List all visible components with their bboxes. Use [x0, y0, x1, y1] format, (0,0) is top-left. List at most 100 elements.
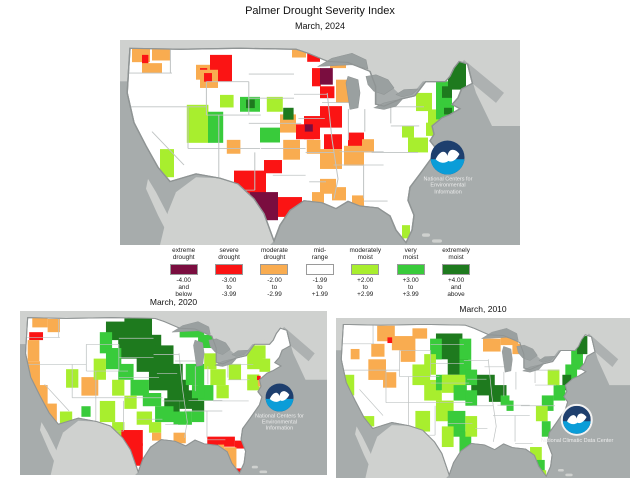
pdsi-region-em: [444, 107, 452, 115]
pdsi-region-mm: [416, 92, 432, 112]
legend-item-vm: very moist +3.00 to +3.99: [388, 247, 433, 299]
pdsi-region-vm: [465, 390, 478, 406]
pdsi-region-vm: [130, 379, 149, 396]
pdsi-region-vm: [506, 400, 514, 411]
pdsi-legend: extreme drought -4.00 and below severe drought…: [161, 247, 479, 299]
pdsi-region-sd: [348, 132, 364, 148]
pdsi-region-vm: [155, 406, 174, 423]
pdsi-region-mm: [530, 447, 542, 468]
state-borders: [128, 48, 424, 202]
pdsi-region-vm: [459, 431, 472, 453]
legend-label: extremely moist: [442, 247, 470, 261]
legend-label: mid-range: [311, 247, 329, 261]
legend-range: +4.00 and above: [447, 277, 465, 299]
island: [251, 465, 258, 469]
great-lake: [395, 88, 419, 98]
pdsi-region-md: [312, 192, 324, 203]
pdsi-region-em: [246, 99, 255, 109]
map2010-svg: [336, 318, 630, 478]
pdsi-region-md: [368, 359, 386, 380]
pdsi-region-mm: [247, 374, 260, 391]
pdsi-region-md: [483, 338, 501, 352]
legend-range: +2.00 to +2.99: [357, 277, 374, 299]
great-lake: [345, 76, 361, 110]
pdsi-region-sd: [234, 440, 245, 449]
us-outline-stroke: [340, 323, 596, 478]
pdsi-region-mm: [93, 358, 106, 380]
map-2024: National Centers for Environmental Informa…: [120, 40, 520, 245]
pdsi-region-mm: [216, 385, 229, 399]
pdsi-region-mm: [204, 353, 217, 370]
legend-range: -4.00 and below: [175, 277, 193, 299]
baja-peninsula: [355, 426, 378, 473]
legend-swatch: [305, 264, 334, 275]
mexico-land: [365, 425, 450, 478]
page-subtitle: March, 2024: [294, 21, 346, 31]
pdsi-region-vm: [553, 385, 566, 401]
legend-label: severe drought: [218, 247, 240, 261]
island: [557, 468, 564, 472]
state-borders: [341, 324, 560, 444]
canada-land: [155, 311, 327, 380]
pdsi-region-vm: [208, 111, 224, 143]
pdsi-region-md: [350, 348, 360, 360]
island: [422, 233, 430, 237]
island: [565, 473, 573, 477]
baja-peninsula: [146, 178, 176, 239]
pdsi-region-sd: [142, 54, 149, 64]
pdsi-region-md: [320, 149, 342, 169]
pdsi-region-md: [81, 377, 99, 396]
legend-range: -2.00 to -2.99: [267, 277, 282, 299]
pdsi-region-md: [500, 333, 519, 346]
pdsi-region-vm: [142, 393, 162, 407]
pdsi-region-vm: [541, 395, 554, 411]
pdsi-region-mm: [362, 416, 375, 427]
pdsi-region-md: [362, 139, 374, 153]
pdsi-region-mm: [148, 422, 162, 433]
pdsi-region-em: [577, 336, 588, 355]
pdsi-region-vm: [541, 421, 551, 437]
pdsi-region-sd: [29, 332, 44, 341]
legend-swatch: [351, 264, 380, 275]
pdsi-region-mm: [424, 354, 436, 375]
pdsi-region-vm: [535, 459, 545, 473]
pdsi-region-sd: [320, 86, 335, 99]
pdsi-region-mm: [250, 345, 266, 359]
pdsi-region-md: [47, 318, 60, 333]
legend-item-mr: mid-range -1.99 to +1.99: [297, 247, 342, 299]
pdsi-region-mm: [186, 104, 209, 143]
pdsi-region-mm: [210, 369, 226, 386]
pdsi-region-mm: [228, 363, 242, 380]
pdsi-region-vm: [173, 411, 192, 425]
pdsi-region-em: [148, 369, 171, 391]
page-title: Palmer Drought Severity Index: [245, 5, 395, 17]
pdsi-region-vm: [500, 395, 510, 406]
pdsi-region-mm: [344, 374, 355, 396]
pdsi-region-em: [283, 107, 294, 120]
legend-label: moderately moist: [349, 247, 382, 261]
pdsi-region-md: [352, 195, 364, 207]
pdsi-region-mm: [535, 405, 548, 422]
pdsi-region-sd: [257, 375, 261, 381]
great-lake: [231, 349, 250, 357]
pdsi-region-md: [371, 343, 385, 357]
pdsi-region-mm: [465, 416, 478, 437]
pdsi-region-vm: [465, 369, 478, 386]
pdsi-region-md: [27, 340, 40, 362]
legend-range: -3.00 to -3.99: [221, 277, 237, 299]
legend-swatch: [260, 264, 289, 275]
pdsi-region-sd: [204, 73, 212, 82]
pdsi-region-em: [442, 86, 452, 98]
mexico-land: [50, 420, 139, 475]
pdsi-region-vm: [118, 363, 134, 380]
legend-swatch: [215, 264, 244, 275]
pdsi-region-vm: [81, 406, 91, 417]
pdsi-region-vm: [459, 338, 472, 360]
pdsi-region-vm: [105, 348, 122, 370]
pdsi-region-vm: [260, 127, 280, 143]
pdsi-region-vm: [571, 348, 583, 370]
pdsi-region-mm: [259, 358, 271, 372]
map2020-svg: [20, 311, 327, 475]
pdsi-region-vm: [459, 359, 472, 378]
